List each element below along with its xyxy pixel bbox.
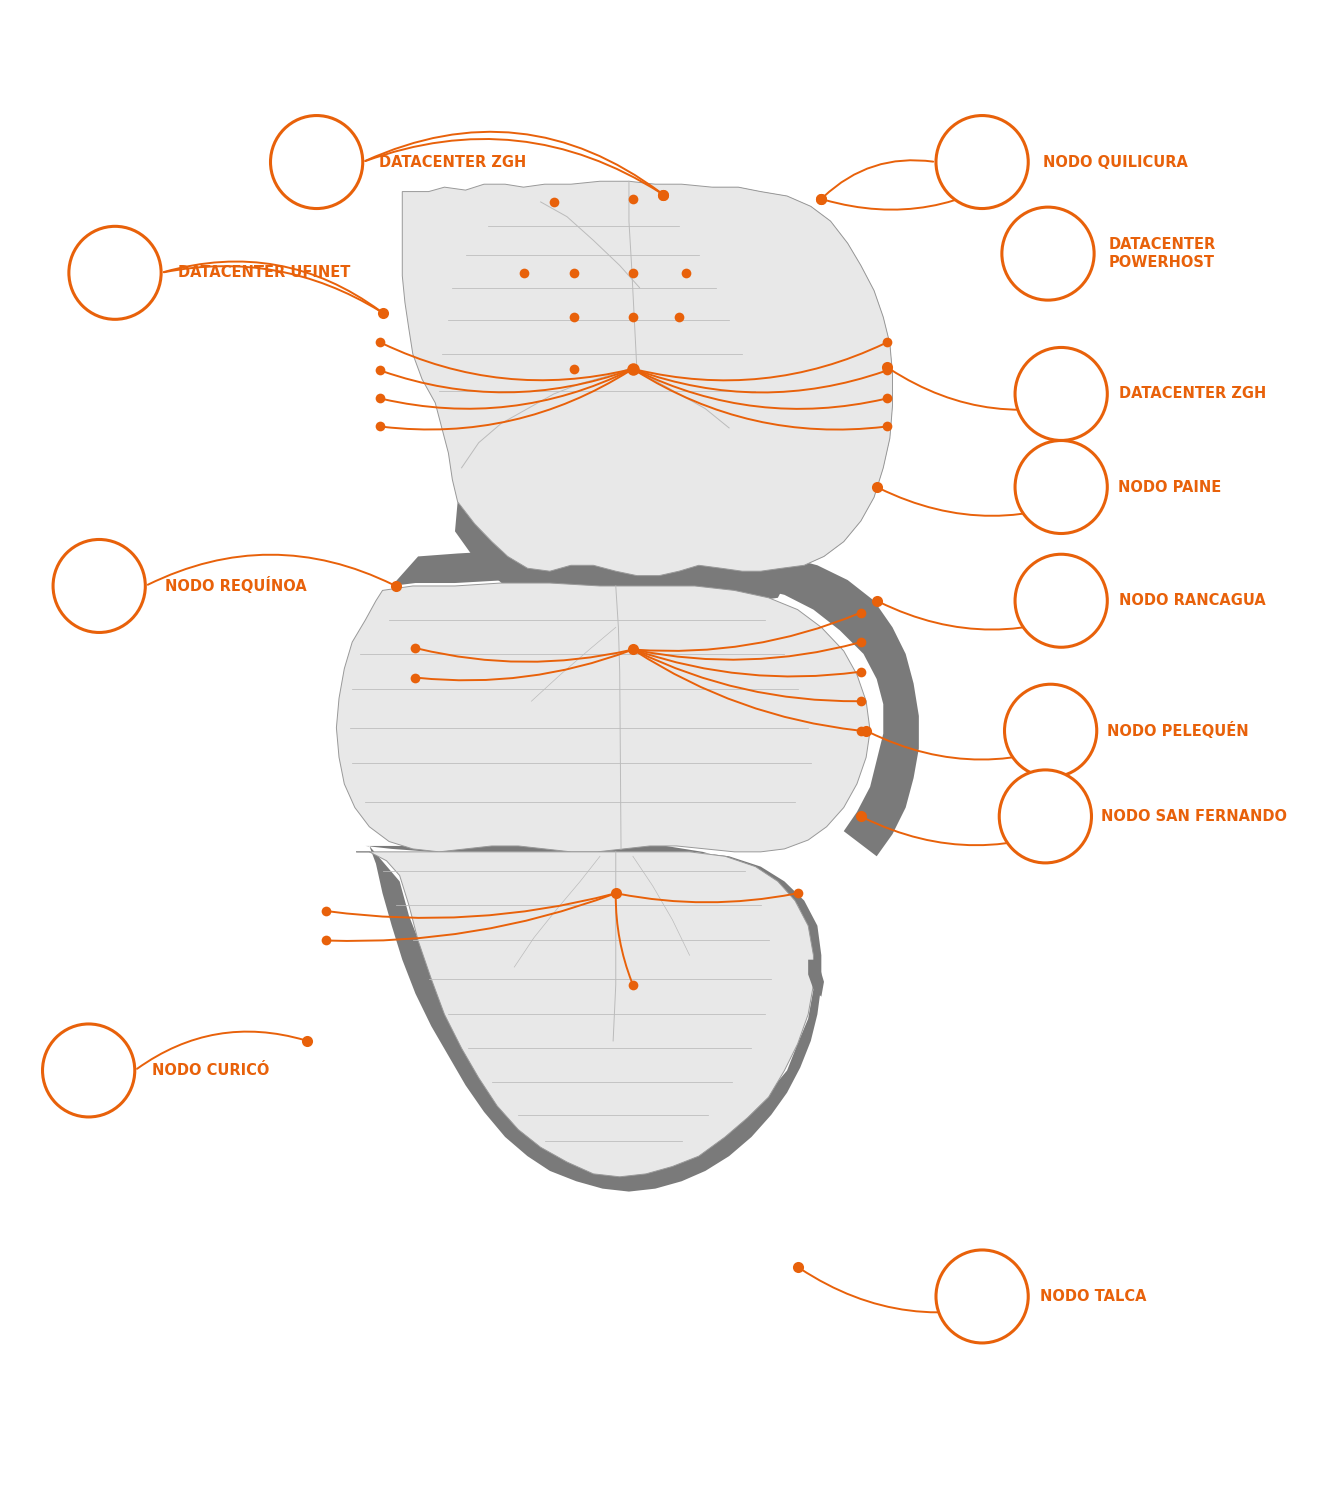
Polygon shape (402, 182, 893, 576)
Ellipse shape (999, 769, 1092, 863)
Ellipse shape (1002, 207, 1094, 300)
Polygon shape (455, 502, 795, 605)
Text: NODO QUILICURA: NODO QUILICURA (1043, 155, 1188, 170)
Polygon shape (809, 960, 823, 996)
Ellipse shape (271, 115, 363, 209)
Ellipse shape (1015, 555, 1108, 647)
Polygon shape (365, 845, 821, 1191)
Polygon shape (357, 851, 814, 1176)
Ellipse shape (936, 1249, 1029, 1343)
Text: NODO TALCA: NODO TALCA (1041, 1288, 1147, 1305)
Ellipse shape (936, 115, 1029, 209)
Ellipse shape (68, 227, 161, 319)
Ellipse shape (54, 540, 145, 632)
Polygon shape (712, 188, 893, 571)
Text: NODO PELEQUÉN: NODO PELEQUÉN (1108, 722, 1248, 740)
Ellipse shape (43, 1024, 134, 1117)
Text: DATACENTER ZGH: DATACENTER ZGH (1120, 386, 1266, 401)
Ellipse shape (1015, 347, 1108, 440)
Text: DATACENTER UFINET: DATACENTER UFINET (178, 265, 350, 280)
Text: NODO RANCAGUA: NODO RANCAGUA (1120, 593, 1266, 608)
Polygon shape (392, 550, 919, 856)
Polygon shape (337, 583, 870, 851)
Ellipse shape (1015, 440, 1108, 534)
Text: NODO SAN FERNANDO: NODO SAN FERNANDO (1101, 810, 1287, 825)
Text: NODO REQUÍNOA: NODO REQUÍNOA (165, 577, 307, 595)
Text: DATACENTER
POWERHOST: DATACENTER POWERHOST (1109, 237, 1216, 270)
Ellipse shape (1004, 684, 1097, 777)
Text: DATACENTER ZGH: DATACENTER ZGH (378, 155, 526, 170)
Text: NODO PAINE: NODO PAINE (1118, 480, 1222, 495)
Text: NODO CURICÓ: NODO CURICÓ (152, 1063, 270, 1078)
